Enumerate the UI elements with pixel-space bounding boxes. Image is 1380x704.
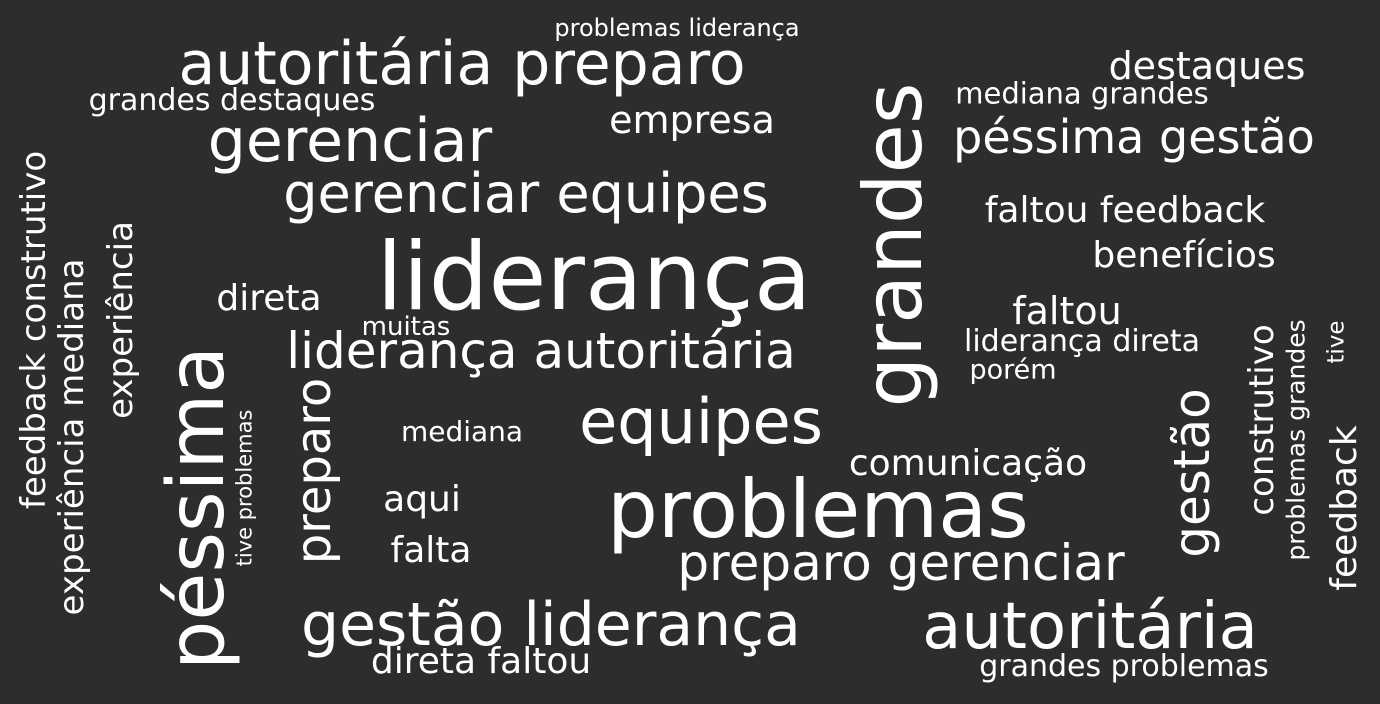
word: empresa [609, 98, 775, 142]
word: grandes problemas [979, 649, 1269, 684]
word: liderança [376, 223, 812, 332]
word: problemas [607, 463, 1029, 556]
word-vertical: experiência mediana [52, 258, 92, 616]
word: gestão liderança [301, 590, 801, 660]
word: preparo gerenciar [677, 534, 1125, 592]
word-vertical: feedback construtivo [14, 150, 54, 510]
word: direta [216, 278, 322, 319]
word: muitas [361, 312, 451, 342]
word-vertical: preparo [286, 377, 342, 565]
word: comunicação [848, 443, 1088, 484]
word: autoritária [922, 590, 1258, 664]
word: liderança autoritária [286, 322, 796, 380]
word: benefícios [1092, 235, 1276, 276]
word: mediana [400, 415, 524, 448]
word-vertical: péssima [152, 345, 242, 671]
word-vertical: gestão [1163, 388, 1221, 558]
word: liderança direta [964, 324, 1200, 359]
word: gerenciar equipes [283, 162, 769, 225]
word-vertical: problemas grandes [1281, 319, 1311, 561]
word-vertical: grandes [847, 82, 940, 408]
word-vertical: feedback [1324, 425, 1365, 591]
word-vertical: construtivo [1242, 324, 1282, 516]
word: autoritária preparo [178, 29, 746, 99]
word: porém [969, 354, 1057, 386]
word: problemas liderança [554, 14, 800, 42]
word: faltou [1012, 289, 1122, 333]
word: faltou feedback [984, 190, 1266, 231]
word-vertical: experiência [101, 221, 141, 419]
word: equipes [579, 385, 823, 458]
word: direta faltou [370, 641, 592, 682]
word: mediana grandes [955, 76, 1209, 111]
word: destaques [1108, 44, 1306, 88]
word: grandes destaques [88, 83, 376, 118]
word-vertical: tive problemas [232, 409, 257, 567]
word: péssima gestão [953, 110, 1315, 164]
word: gerenciar [207, 106, 493, 176]
word-vertical: tive [1323, 320, 1350, 364]
word: aqui [383, 479, 461, 520]
word: falta [390, 530, 472, 571]
